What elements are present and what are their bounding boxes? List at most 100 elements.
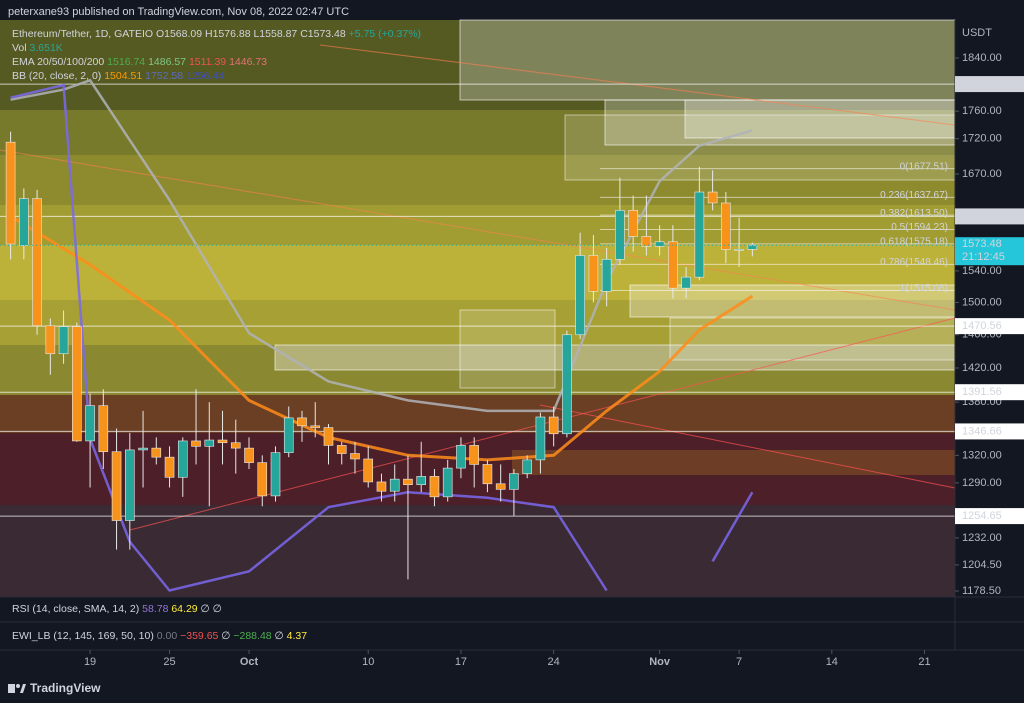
- y-tick-label: 1178.50: [962, 585, 1001, 597]
- legend-item: 4.37: [287, 630, 308, 642]
- legend-item: Ethereum/Tether, 1D, GATEIO: [12, 28, 153, 40]
- candle-body: [562, 334, 572, 435]
- indicator-line: [9, 215, 754, 462]
- publisher: peterxane93 published on TradingView.com…: [8, 6, 349, 18]
- trend-line: [0, 149, 956, 311]
- x-tick-label: 10: [362, 656, 374, 668]
- legend-item: Vol: [12, 42, 27, 54]
- fib-label: 0.382(1613.50): [880, 208, 948, 219]
- candle-body: [482, 464, 493, 485]
- y-tick-label: 1540.00: [962, 265, 1002, 277]
- candle-body: [456, 445, 466, 469]
- last-price-box: [955, 237, 1024, 266]
- logo: [8, 684, 26, 693]
- candle-body: [721, 202, 731, 250]
- legend-item: 1504.51: [104, 70, 142, 82]
- candle-body: [535, 416, 546, 461]
- candle-body: [5, 141, 16, 245]
- x-tick-label: 21: [918, 656, 930, 668]
- indicator-line: [10, 78, 753, 413]
- legend-item: RSI (14, close, SMA, 14, 2): [12, 603, 139, 615]
- price-label-box: [955, 508, 1024, 525]
- legend-item: 1486.57: [148, 56, 186, 68]
- y-tick-label: 1320.00: [962, 449, 1002, 461]
- price-label-box: [955, 76, 1024, 93]
- x-tick-label: Oct: [240, 656, 259, 668]
- y-tick-label: 1420.00: [962, 362, 1002, 374]
- countdown: 21:12:45: [962, 251, 1005, 263]
- legend-item: +5.75 (+0.37%): [349, 28, 421, 40]
- candle-body: [111, 451, 122, 521]
- candle-body: [668, 241, 678, 289]
- candle-body: [548, 416, 559, 435]
- zone: [0, 205, 955, 245]
- legend-item: ∅: [213, 603, 222, 615]
- x-tick-label: Nov: [649, 656, 671, 668]
- legend-item: −359.65: [180, 630, 218, 642]
- legend-item: −288.48: [233, 630, 271, 642]
- candle-body: [403, 478, 413, 486]
- legend-item: O1568.09: [156, 28, 202, 40]
- price-label: 1254.65: [962, 510, 1002, 522]
- y-tick-label: 1720.00: [962, 133, 1002, 145]
- legend-item: C1573.48: [300, 28, 346, 40]
- legend-item: 1516.74: [107, 56, 145, 68]
- candle-body: [681, 276, 691, 289]
- zone: [0, 300, 955, 345]
- candle-body: [125, 449, 135, 521]
- trend-line: [539, 404, 956, 489]
- legend-item: H1576.88: [205, 28, 251, 40]
- candle-body: [429, 476, 440, 498]
- legend-row: EWI_LB (12, 145, 169, 50, 10) 0.00 −359.…: [12, 630, 307, 642]
- y-tick-label: 1290.00: [962, 477, 1002, 489]
- legend-item: 3.651K: [30, 42, 63, 54]
- candle-body: [164, 456, 175, 478]
- legend-item: BB (20, close, 2, 0): [12, 70, 101, 82]
- legend-item: EMA 20/50/100/200: [12, 56, 104, 68]
- candle-body: [257, 462, 268, 497]
- candle-body: [522, 459, 532, 474]
- box: [274, 344, 956, 371]
- legend-item: 58.78: [142, 603, 168, 615]
- last-price-label: 1573.48: [962, 238, 1002, 250]
- currency: USDT: [962, 27, 992, 39]
- zone: [512, 450, 955, 475]
- price-label: 1800.34: [962, 78, 1002, 90]
- candle-body: [350, 453, 360, 460]
- candle-body: [151, 447, 162, 458]
- price-label-box: [955, 423, 1024, 440]
- legend-item: 1511.39: [189, 56, 226, 68]
- box: [564, 114, 956, 181]
- x-tick-label: 17: [455, 656, 467, 668]
- candle-body: [230, 442, 241, 449]
- candle-body: [32, 198, 42, 327]
- legend-item: 0.00: [157, 630, 178, 642]
- x-tick-label: 14: [826, 656, 838, 668]
- candle-body: [601, 259, 612, 292]
- candle-body: [204, 439, 215, 447]
- candle-body: [177, 440, 188, 478]
- candle-body: [495, 483, 506, 490]
- legend-item: 1446.73: [229, 56, 267, 68]
- zone: [0, 395, 955, 433]
- candle-body: [469, 445, 479, 465]
- x-tick-label: 7: [736, 656, 742, 668]
- candle-body: [85, 405, 95, 442]
- legend-row: Ethereum/Tether, 1D, GATEIO O1568.09 H15…: [12, 28, 421, 40]
- price-label-box: [955, 318, 1024, 335]
- candle-body: [588, 255, 599, 292]
- fib-label: 0.786(1548.46): [880, 257, 948, 268]
- candle-body: [270, 452, 281, 497]
- box: [459, 309, 556, 389]
- fib-label: 0(1677.51): [900, 161, 948, 172]
- candle-body: [389, 478, 400, 492]
- indicator-line: [10, 83, 754, 592]
- fib-label: 0.618(1575.18): [880, 237, 948, 248]
- fib-label: 0.236(1637.67): [880, 190, 948, 201]
- legend-item: L1558.87: [253, 28, 297, 40]
- price-label-box: [955, 384, 1024, 401]
- x-tick-label: 25: [163, 656, 175, 668]
- candle-body: [615, 210, 625, 260]
- candle-body: [217, 439, 228, 444]
- logo-shape: [8, 684, 15, 693]
